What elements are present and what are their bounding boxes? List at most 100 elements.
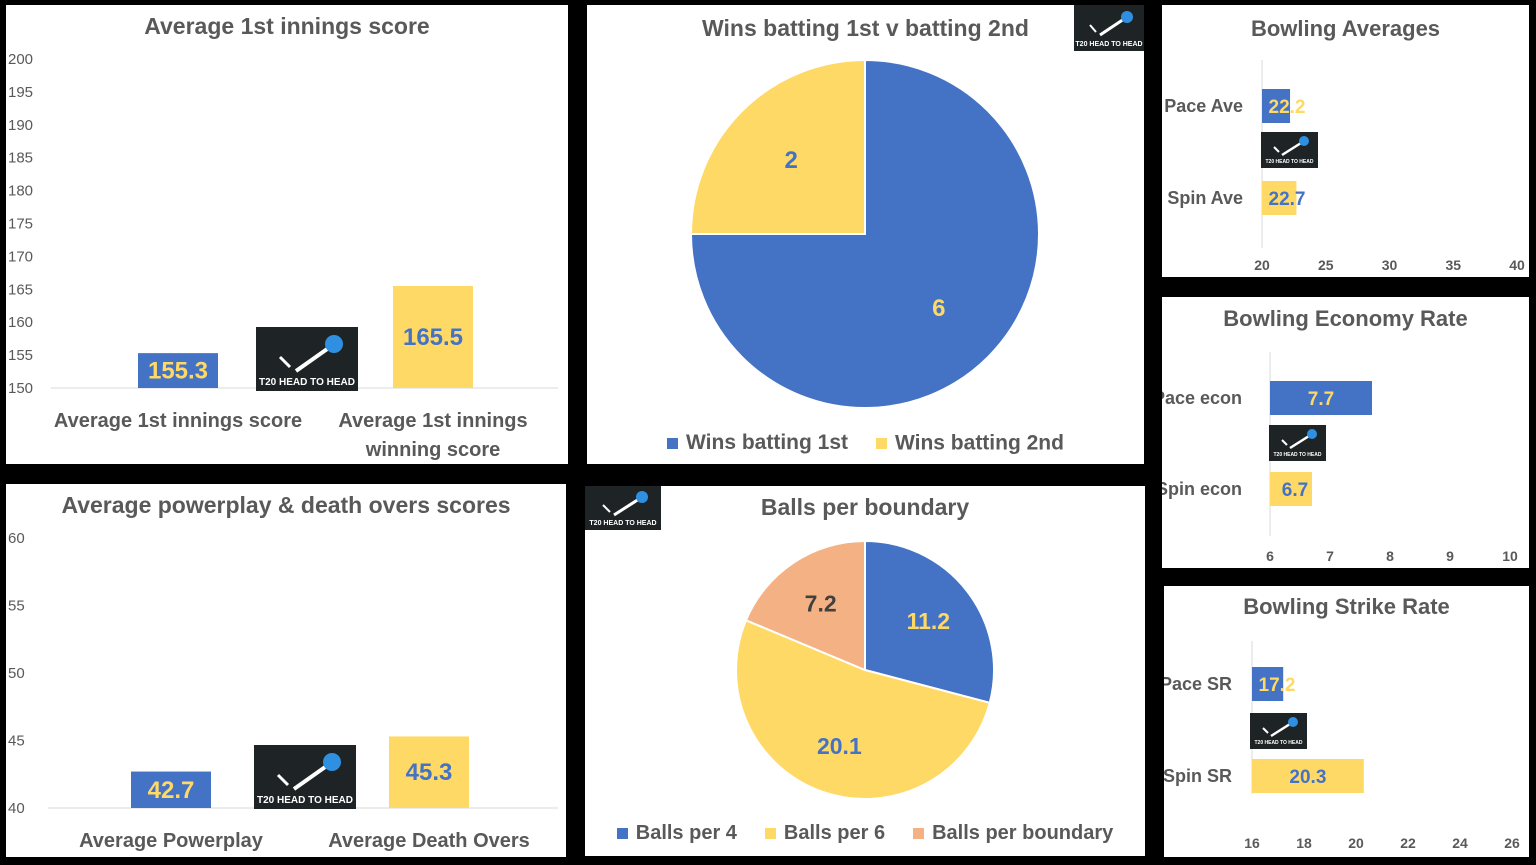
data-label: 155.3: [148, 358, 208, 385]
data-label: 20.1: [817, 733, 862, 759]
x-tick-label: 22: [1400, 835, 1416, 851]
data-label: 7.2: [805, 590, 837, 616]
category-label: Pace Ave: [1164, 96, 1243, 116]
chart-title: Balls per boundary: [760, 494, 970, 520]
chart-panel-bowling-averages: Bowling Averages 20 25 30 35 40 22.2 Pace Ave 2…: [1162, 5, 1529, 277]
y-tick-label: 170: [8, 248, 33, 265]
bar: [138, 353, 218, 388]
data-label: 22.7: [1269, 189, 1306, 210]
x-tick-label: 35: [1445, 257, 1461, 273]
x-tick-label: 18: [1296, 835, 1312, 851]
logo-badge: T20 HEAD TO HEAD: [1250, 713, 1307, 749]
logo-text: T20 HEAD TO HEAD: [259, 377, 355, 388]
y-tick-label: 160: [8, 314, 33, 331]
x-tick-label: 6: [1266, 548, 1274, 564]
y-tick-label: 150: [8, 380, 33, 397]
category-label: Pace SR: [1164, 674, 1232, 694]
chart-legend: Balls per 4 Balls per 6 Balls per boundary: [585, 822, 1145, 845]
x-tick-label: 8: [1386, 548, 1394, 564]
bar-chart-powerplay: 40 45 50 55 60 42.7 Average Powerplay 45.3 Avera…: [8, 530, 558, 852]
category-label: Spin Ave: [1167, 188, 1243, 208]
category-label: Spin econ: [1162, 479, 1242, 499]
chart-panel-first-innings: Average 1st innings score 150 155 160 165 17…: [6, 5, 568, 464]
data-label: 17.2: [1259, 675, 1296, 696]
data-label: 20.3: [1289, 767, 1326, 788]
logo-badge: T20 HEAD TO HEAD: [585, 486, 661, 530]
bar: [1262, 181, 1297, 215]
x-tick-label: 9: [1446, 548, 1454, 564]
category-label: Spin SR: [1164, 766, 1232, 786]
chart-title: Average 1st innings score: [144, 13, 430, 39]
x-tick-label: 16: [1244, 835, 1260, 851]
pie-slice: [744, 539, 866, 672]
category-label: Average Death Overs: [328, 830, 530, 852]
data-label: 6.7: [1282, 480, 1308, 501]
category-label: Pace econ: [1162, 388, 1242, 408]
bar: [131, 771, 211, 808]
category-label: Average 1st innings: [338, 410, 527, 432]
legend-label: Wins batting 2nd: [895, 431, 1064, 455]
x-tick-label: 30: [1382, 257, 1398, 273]
hbar-chart-bowling-economy: 6 7 8 9 10 7.7 Pace econ 6.7 Spin econ: [1162, 352, 1518, 564]
data-label: 42.7: [148, 777, 195, 804]
chart-title: Bowling Averages: [1250, 16, 1441, 41]
data-label: 165.5: [403, 324, 463, 351]
legend-swatch: [667, 437, 679, 449]
logo-badge: T20 HEAD TO HEAD: [1269, 425, 1326, 461]
logo-badge: T20 HEAD TO HEAD: [1261, 132, 1318, 168]
chart-title: Bowling Strike Rate: [1243, 594, 1450, 619]
y-tick-label: 180: [8, 183, 33, 200]
chart-panel-powerplay: Average powerplay & death overs scores 4…: [6, 484, 566, 857]
y-tick-label: 175: [8, 216, 33, 233]
data-label: 7.7: [1308, 389, 1334, 410]
logo-text: T20 HEAD TO HEAD: [589, 520, 657, 527]
legend-label: Balls per 6: [783, 822, 886, 845]
logo-badge: T20 HEAD TO HEAD: [256, 327, 358, 391]
cricket-ball-bat-icon: [602, 491, 648, 517]
category-label: Average Powerplay: [79, 830, 264, 852]
chart-panel-boundary-pie: Balls per boundary 11.2 20.1 7.2 Balls per…: [585, 486, 1145, 856]
bar: [1270, 472, 1312, 506]
logo-text: T20 HEAD TO HEAD: [257, 795, 353, 806]
x-tick-label: 25: [1318, 257, 1334, 273]
cricket-ball-bat-icon: [1281, 429, 1317, 450]
legend-swatch: [876, 437, 887, 449]
chart-title: Bowling Economy Rate: [1223, 306, 1468, 331]
y-tick-label: 165: [8, 281, 33, 298]
bar: [1270, 381, 1372, 415]
pie-slice: [735, 618, 991, 800]
pie-slice: [689, 58, 866, 235]
x-tick-label: 20: [1348, 835, 1364, 851]
y-tick-label: 55: [8, 598, 25, 615]
y-tick-label: 40: [8, 800, 25, 817]
logo-text: T20 HEAD TO HEAD: [1265, 159, 1314, 165]
x-tick-label: 7: [1326, 548, 1334, 564]
legend-swatch: [764, 828, 776, 840]
cricket-ball-bat-icon: [276, 753, 341, 791]
legend-swatch: [913, 828, 925, 840]
bar: [1262, 89, 1291, 123]
logo-text: T20 HEAD TO HEAD: [1273, 452, 1322, 458]
chart-title: Wins batting 1st v batting 2nd: [702, 15, 1029, 41]
legend-label: Balls per boundary: [932, 822, 1114, 845]
legend-label: Wins batting 1st: [686, 431, 848, 455]
bar: [389, 736, 469, 808]
y-tick-label: 60: [8, 530, 25, 547]
x-tick-label: 26: [1504, 835, 1520, 851]
bar: [1252, 759, 1364, 793]
cricket-ball-bat-icon: [1262, 717, 1298, 738]
x-tick-label: 24: [1452, 835, 1468, 851]
cricket-ball-bat-icon: [278, 335, 343, 373]
data-label: 2: [784, 147, 797, 174]
y-tick-label: 185: [8, 150, 33, 167]
hbar-chart-strike-rate: 16 18 20 22 24 26 17.2 Pace SR 20.3 Spin SR: [1164, 641, 1520, 851]
legend-label: Balls per 4: [635, 822, 737, 845]
bar: [393, 286, 473, 388]
data-label: 22.2: [1269, 97, 1306, 118]
data-label: 45.3: [406, 759, 453, 786]
x-tick-label: 10: [1502, 548, 1518, 564]
hbar-chart-bowling-averages: 20 25 30 35 40 22.2 Pace Ave 22.7 Spin Ave: [1164, 60, 1525, 273]
chart-panel-strike-rate: Bowling Strike Rate 16 18 20 22 24 26 17.2 Pace…: [1164, 586, 1529, 857]
